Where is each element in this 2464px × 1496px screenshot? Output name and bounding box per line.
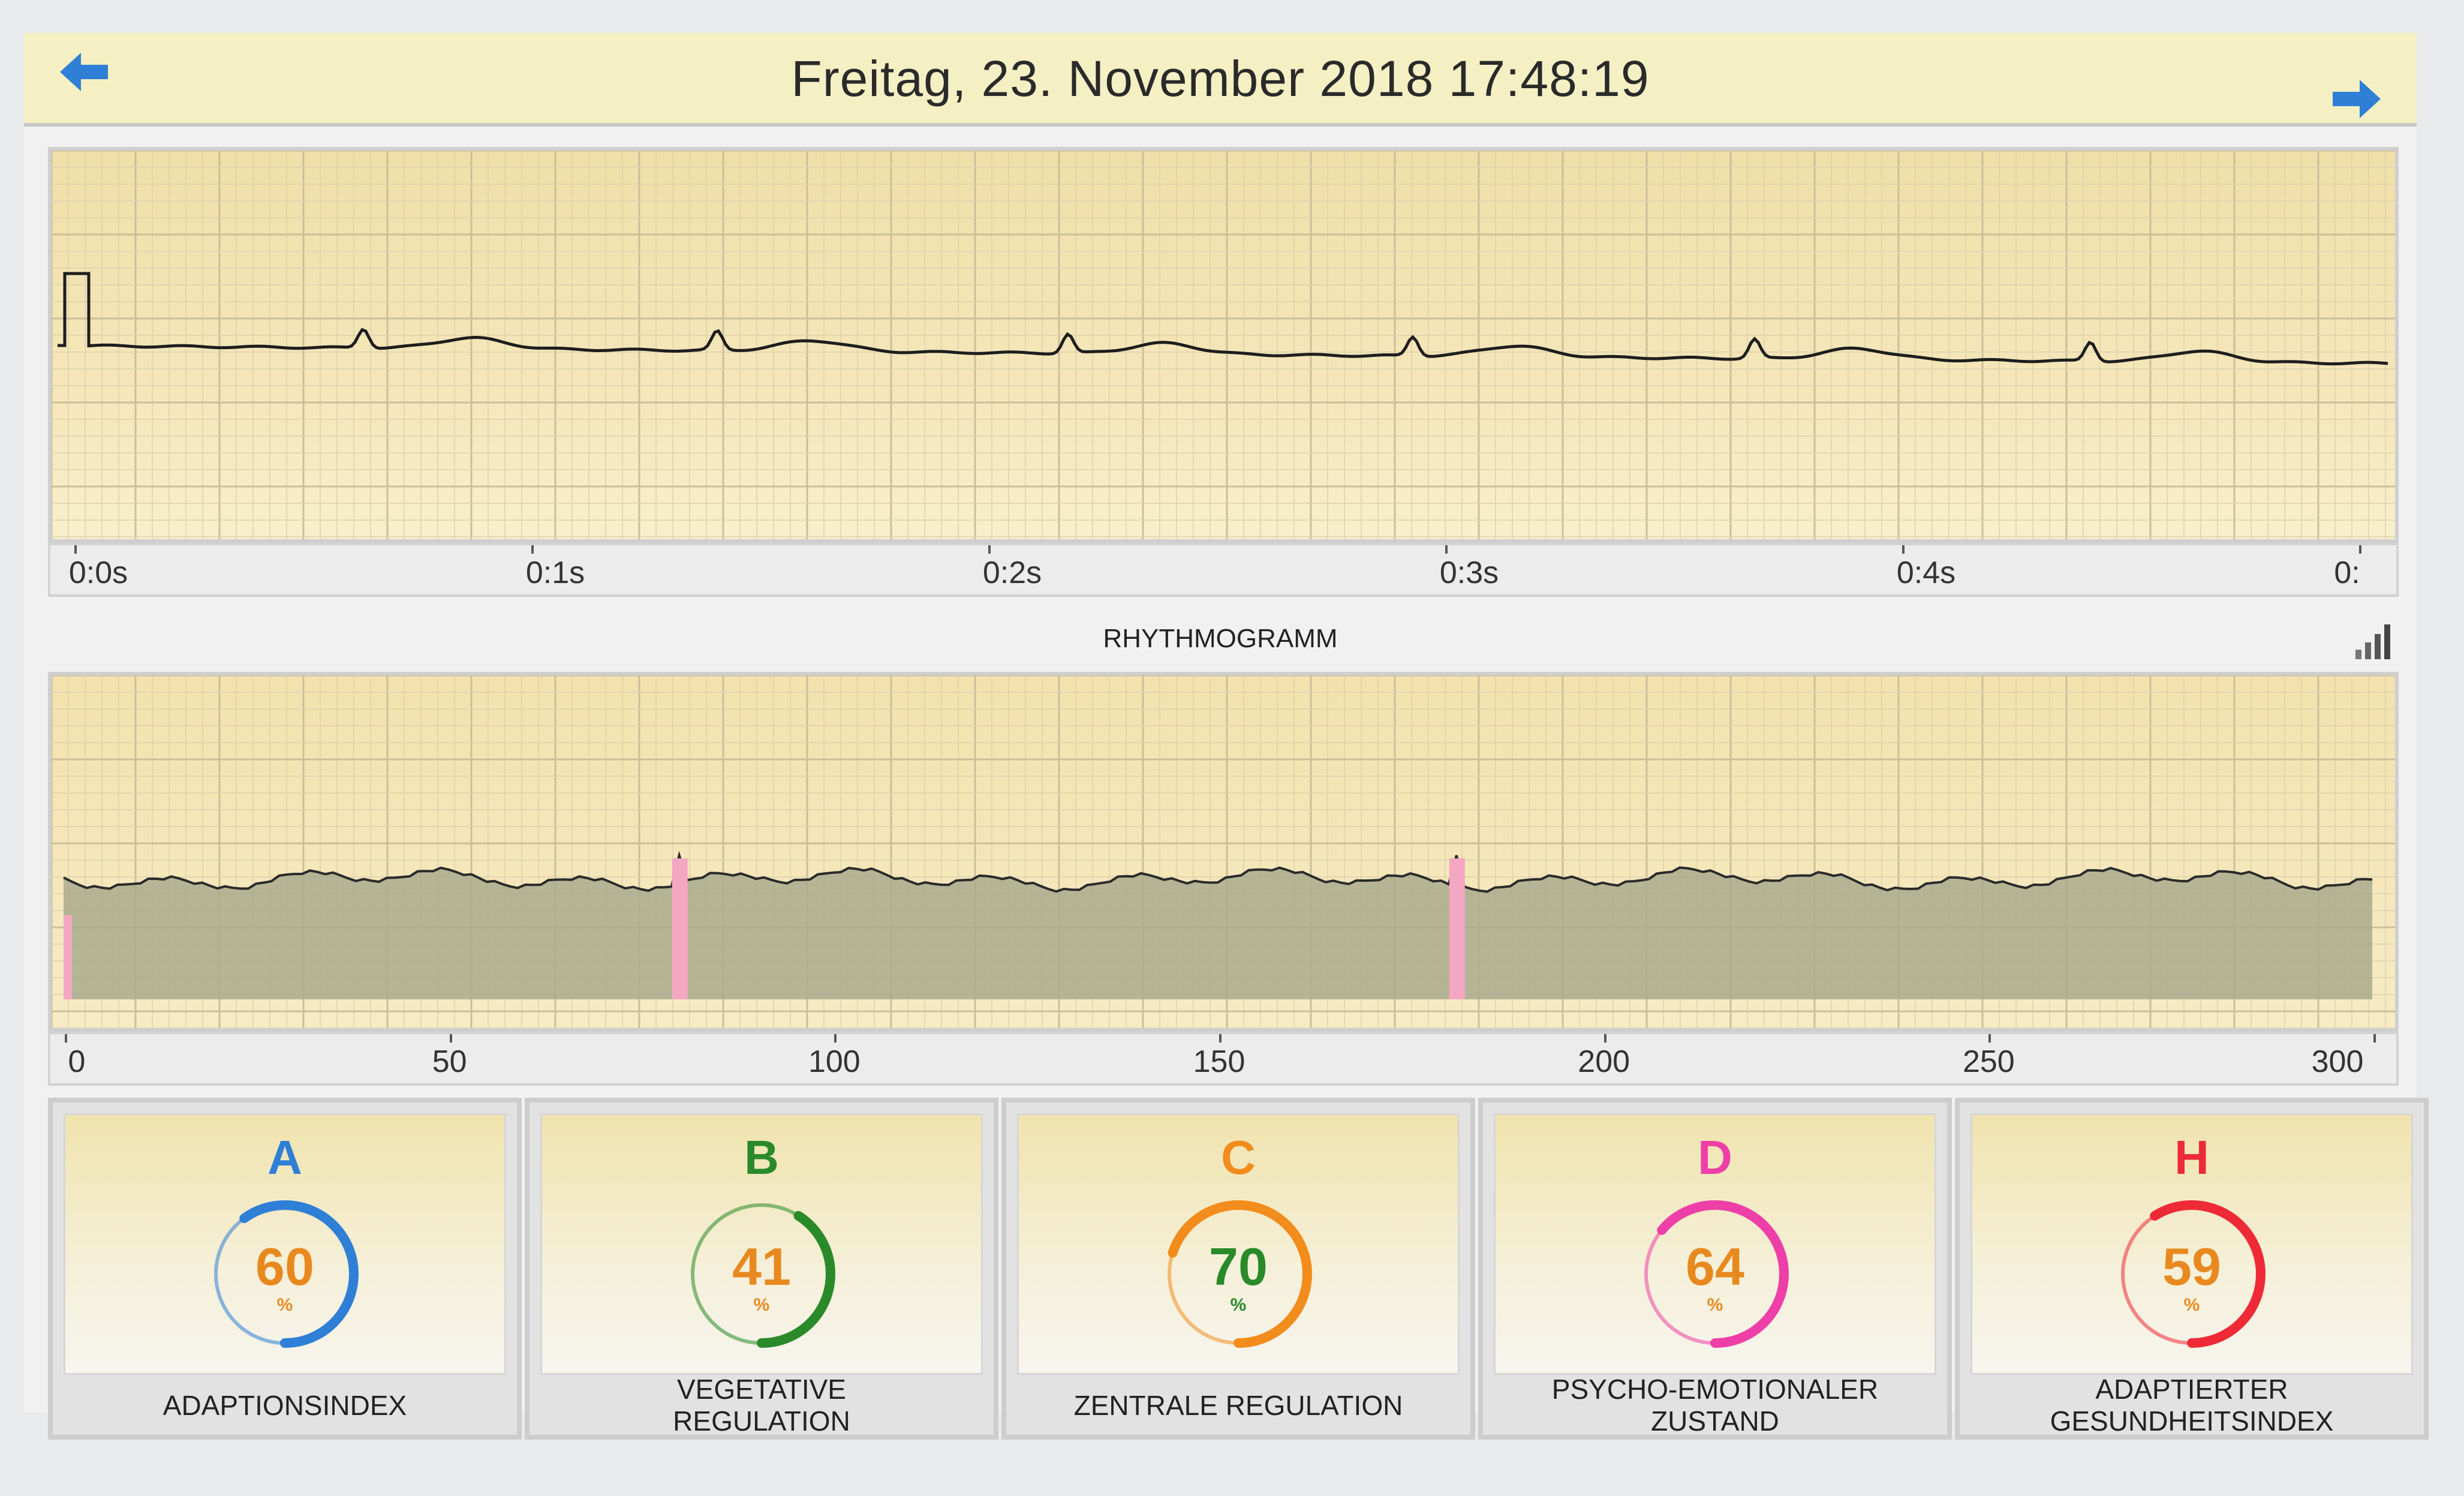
index-gauge-ring [1157,1193,1319,1355]
rhythm-tick-mark [834,1034,837,1043]
index-caption: ADAPTIERTER GESUNDHEITSINDEX [2050,1374,2334,1437]
gauge-fill [211,1200,359,1348]
index-letter: C [1221,1131,1256,1184]
rhythm-tick-label: 300 [2311,1044,2364,1079]
index-card-display: A 60% [64,1113,506,1375]
index-card-a[interactable]: A 60% ADAPTIONSINDEX [48,1098,522,1440]
gauge-fill [688,1200,835,1348]
index-gauge-ring [2111,1193,2273,1355]
rhythm-tick-label: 50 [432,1044,467,1079]
index-unit: % [276,1295,293,1315]
ecg-tick-mark [1902,545,1905,554]
index-value: 60 [255,1237,314,1296]
ecg-time-axis: 0:0s 0:1s 0:2s 0:3s 0:4s 0: [48,543,2399,597]
rhythm-tick-label: 0 [68,1044,86,1079]
arrow-right-icon[interactable] [2330,75,2384,123]
gauge-fill [2118,1200,2266,1348]
rhythmogram-beat-axis: 0 50 100 150 200 250 300 [48,1032,2399,1086]
rhythm-tick-mark [2373,1034,2376,1043]
index-card-b[interactable]: B 41% VEGETATIVE REGULATION [525,1098,998,1440]
index-unit: % [2183,1295,2200,1315]
index-unit: % [1230,1295,1247,1315]
index-value: 59 [2162,1237,2221,1296]
ecg-tick-label: 0:0s [68,555,128,590]
artifact-marker [672,858,688,999]
index-card-display: B 41% [540,1113,983,1375]
index-value: 41 [732,1237,791,1296]
ecg-tick-label: 0:4s [1896,555,1956,590]
date-navigation-bar: Freitag, 23. November 2018 17:48:19 [24,33,2417,127]
index-card-display: D 64% [1494,1113,1936,1375]
rhythm-tick-mark [65,1034,67,1043]
ecg-tick-mark [988,545,991,554]
ecg-tick-label: 0:1s [525,555,585,590]
artifact-marker [1449,858,1465,999]
date-time-title: Freitag, 23. November 2018 17:48:19 [791,50,1650,107]
rhythm-tick-mark [449,1034,452,1043]
index-caption: ADAPTIONSINDEX [163,1389,407,1421]
index-letter: A [267,1131,302,1184]
rhythmogram-line [63,851,2373,893]
ecg-tick-mark [74,545,77,554]
ecg-plot [52,151,2395,539]
rhythmogram-area [64,855,2372,999]
rhythm-tick-mark [1219,1034,1222,1043]
ecg-tick-mark [2359,545,2361,554]
artifact-marker [64,915,72,999]
index-letter: B [744,1131,779,1184]
index-unit: % [753,1295,770,1315]
ecg-tick-label: 0:2s [982,555,1042,590]
index-value: 64 [1686,1237,1744,1296]
gauge-fill [1641,1200,1789,1348]
index-caption: VEGETATIVE REGULATION [673,1374,850,1437]
index-card-h[interactable]: H 59% ADAPTIERTER GESUNDHEITSINDEX [1955,1098,2429,1440]
ecg-tick-mark [531,545,534,554]
arrow-left-icon[interactable] [57,48,111,96]
ecg-chart [48,147,2399,543]
ecg-tick-mark [1445,545,1448,554]
index-caption: PSYCHO-EMOTIONALER ZUSTAND [1551,1374,1879,1437]
rhythm-tick-label: 150 [1193,1044,1245,1079]
rhythm-tick-mark [1603,1034,1606,1043]
index-card-display: H 59% [1970,1113,2413,1375]
rhythm-tick-label: 250 [1962,1044,2015,1079]
index-gauge-ring [1634,1193,1796,1355]
index-caption: ZENTRALE REGULATION [1073,1389,1403,1421]
index-card-c[interactable]: C 70% ZENTRALE REGULATION [1001,1098,1475,1440]
ecg-trace [58,272,2388,366]
rhythm-tick-label: 200 [1578,1044,1630,1079]
app-window: Freitag, 23. November 2018 17:48:19 0:0s… [24,33,2429,1440]
index-gauge-ring [204,1193,366,1355]
index-gauge-ring [681,1193,843,1355]
index-unit: % [1707,1295,1723,1315]
ecg-tick-label: 0:3s [1439,555,1499,590]
grid-lines [52,151,2395,539]
rhythm-tick-label: 100 [808,1044,861,1079]
ecg-tick-label: 0: [2334,555,2360,590]
rhythm-tick-mark [1988,1034,1991,1043]
rhythmogram-chart [48,672,2399,1032]
index-letter: H [2174,1131,2209,1184]
index-card-d[interactable]: D 64% PSYCHO-EMOTIONALER ZUSTAND [1478,1098,1952,1440]
index-letter: D [1698,1131,1732,1184]
signal-bars-icon[interactable] [2351,615,2399,663]
index-value: 70 [1209,1237,1268,1296]
index-card-display: C 70% [1017,1113,1460,1375]
gauge-fill [1165,1200,1312,1348]
rhythmogram-label: RHYTHMOGRAMM [1103,624,1338,653]
rhythmogram-plot [52,675,2395,1028]
